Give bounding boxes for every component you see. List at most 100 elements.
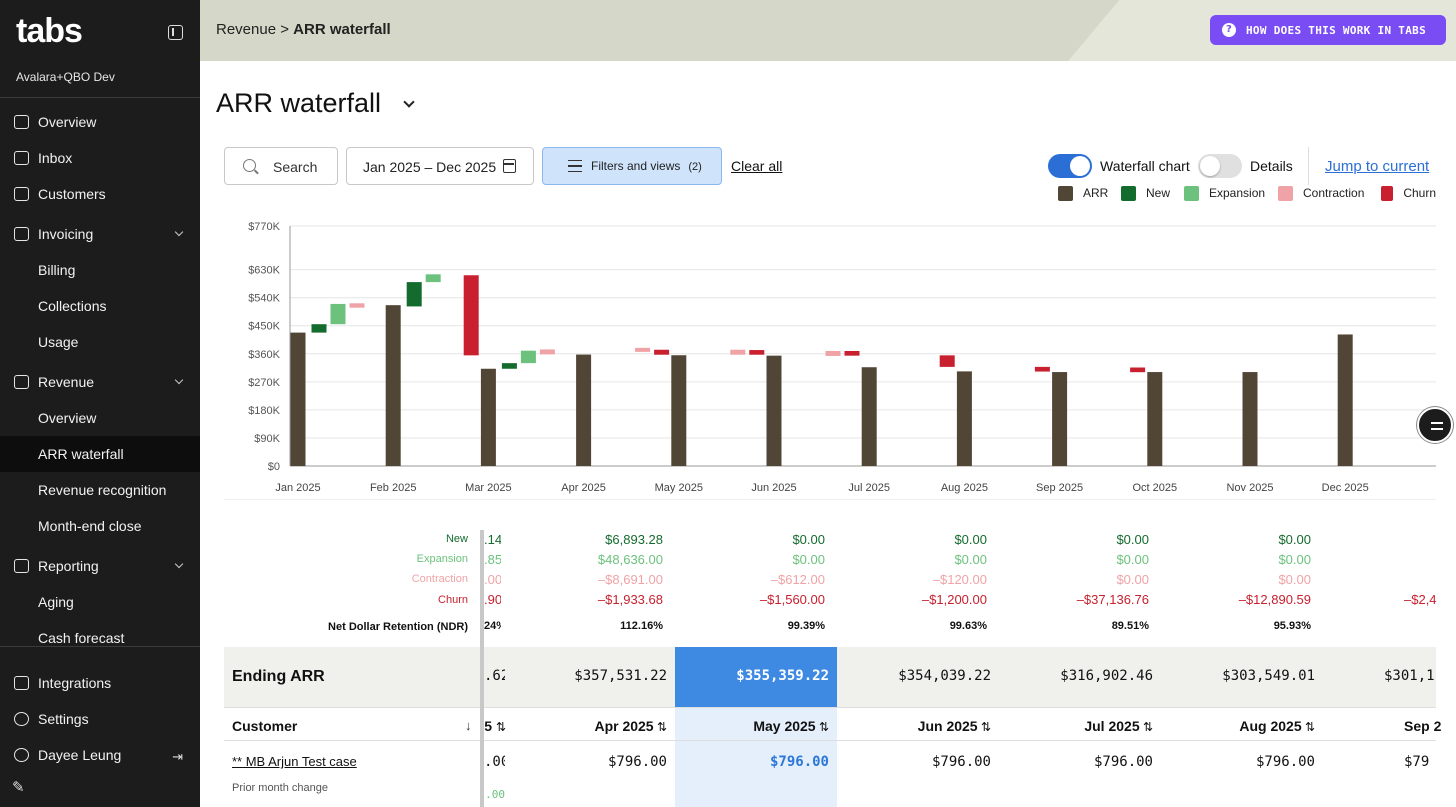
arr-bar [480,368,496,466]
sort-down-icon[interactable]: ↓ [465,718,472,733]
sort-icon[interactable]: ⇅ [1301,720,1315,734]
arr-bar [385,305,401,466]
x-tick-label: Jan 2025 [275,482,320,494]
month-column-header[interactable]: Apr 2025 ⇅ [517,718,667,734]
chart-options-icon[interactable] [1417,407,1453,443]
sidebar-item-collections[interactable]: Collections [0,288,200,324]
sidebar-item-customers[interactable]: Customers [0,176,200,212]
sort-icon[interactable]: ⇅ [815,720,829,734]
top-bar: Revenue > ARR waterfall ? HOW DOES THIS … [200,0,1456,61]
layers-icon [14,676,29,690]
legend-swatch [1184,185,1199,201]
sidebar-item-reporting[interactable]: Reporting [0,548,200,584]
metric-churn-value: –$1,933.68 [597,592,663,607]
filters-and-views-button[interactable]: Filters and views (2) [542,147,722,185]
metric-churn-value: –$1,200.00 [921,592,987,607]
toggle-knob [1200,156,1220,176]
y-tick-label: $630K [248,265,280,277]
collapse-sidebar-icon[interactable] [168,25,183,40]
sidebar-item-revenue-overview[interactable]: Overview [0,400,200,436]
frozen-column-divider[interactable] [480,530,484,807]
month-header-label: 5 [484,718,493,734]
sidebar-item-invoicing[interactable]: Invoicing [0,216,200,252]
expansion-bar [520,350,536,364]
breadcrumb-current: ARR waterfall [293,21,391,38]
sidebar-item-month-end-close[interactable]: Month-end close [0,508,200,544]
sidebar-item-label: Cash forecast [38,630,125,646]
customer-month-value[interactable]: $796.00 [769,754,829,770]
jump-to-current-link[interactable]: Jump to current [1325,158,1430,175]
ending-arr-trailing: $301,1 [1384,668,1435,684]
waterfall-chart-toggle[interactable] [1048,154,1092,178]
sidebar-item-label: Integrations [38,675,112,691]
chevron-down-icon[interactable] [403,96,415,108]
metric-churn-value: –$1,560.00 [759,592,825,607]
sidebar-item-billing[interactable]: Billing [0,252,200,288]
customer-month-value[interactable]: $796.00 [1093,754,1153,770]
customer-column-header[interactable]: Customer [232,718,298,734]
date-range-picker[interactable]: Jan 2025 – Dec 2025 [346,147,534,185]
x-tick-label: Apr 2025 [561,482,606,494]
month-column-header[interactable]: May 2025 ⇅ [679,718,829,734]
sort-icon[interactable]: ⇅ [1139,720,1153,734]
ending-arr-value: $303,549.01 [1222,668,1315,684]
magic-wand-icon[interactable]: ✎ [12,779,25,796]
selected-month-ending-cell[interactable] [675,647,837,707]
page-title[interactable]: ARR waterfall [216,88,382,118]
x-tick-label: Mar 2025 [465,482,511,494]
customer-link[interactable]: ** MB Arjun Test case [232,754,357,769]
month-header-trailing[interactable]: Sep 2 [1404,718,1442,734]
chevron-down-icon [174,227,184,237]
arr-bar [290,332,306,466]
month-column-header[interactable]: Jul 2025 ⇅ [1003,718,1153,734]
details-toggle[interactable] [1198,154,1242,178]
legend-new: New [1121,185,1170,201]
month-header-label: Aug 2025 [1239,718,1302,734]
sort-icon[interactable]: ⇅ [653,720,667,734]
breadcrumb-revenue[interactable]: Revenue [216,21,277,38]
month-column-header[interactable]: Aug 2025 ⇅ [1165,718,1315,734]
sidebar-item-revenue-recognition[interactable]: Revenue recognition [0,472,200,508]
metric-expansion-value: $0.00 [1278,552,1311,567]
month-column-header[interactable]: Jun 2025 ⇅ [841,718,991,734]
tabs-logo[interactable]: tabs [16,12,83,50]
metric-churn-value: –$12,890.59 [1238,592,1311,607]
churn-bar [749,350,765,355]
month-header-label: Jun 2025 [917,718,978,734]
sidebar-item-revenue[interactable]: Revenue [0,364,200,400]
sidebar-divider [0,97,200,98]
sidebar-item-integrations[interactable]: Integrations [0,665,200,701]
metric-churn-trailing: –$2,4 [1404,592,1437,607]
sidebar-item-overview[interactable]: Overview [0,104,200,140]
legend-label: Churn [1403,186,1436,200]
sidebar-item-aging[interactable]: Aging [0,584,200,620]
customer-month-value[interactable]: $796.00 [931,754,991,770]
metric-ndr-partial: 24% [484,620,501,632]
month-header-partial[interactable]: 5 ⇅ [484,718,506,734]
customer-month-value[interactable]: $796.00 [607,754,667,770]
how-does-this-work-button[interactable]: ? HOW DOES THIS WORK IN TABS [1210,15,1446,45]
legend-label: New [1146,186,1171,200]
metric-ndr-value: 89.51% [1111,620,1149,632]
legend-swatch [1278,185,1293,201]
clear-all-link[interactable]: Clear all [731,158,783,174]
sort-icon[interactable]: ⇅ [977,720,991,734]
logout-icon[interactable]: ⇥ [172,749,183,764]
metric-ndr-value: 99.39% [787,620,825,632]
sidebar-item-settings[interactable]: Settings [0,701,200,737]
customer-month-value[interactable]: $796.00 [1255,754,1315,770]
sidebar-item-label: Revenue [38,374,95,390]
sidebar-item-label: Inbox [38,150,73,166]
sidebar-item-user[interactable]: Dayee Leung ⇥ [0,737,200,773]
expansion-bar [425,274,441,283]
metric-new-value: $0.00 [1278,532,1311,547]
user-name: Dayee Leung [38,747,122,763]
sidebar-item-usage[interactable]: Usage [0,324,200,360]
ending-arr-partial: .62 [484,668,505,684]
search-input[interactable]: Search [224,147,338,185]
sidebar-item-cash-forecast[interactable]: Cash forecast [0,620,200,656]
sidebar-item-inbox[interactable]: Inbox [0,140,200,176]
org-name[interactable]: Avalara+QBO Dev [16,70,115,84]
sidebar-item-arr-waterfall[interactable]: ARR waterfall [0,436,200,472]
sidebar-item-label: Billing [38,262,76,278]
